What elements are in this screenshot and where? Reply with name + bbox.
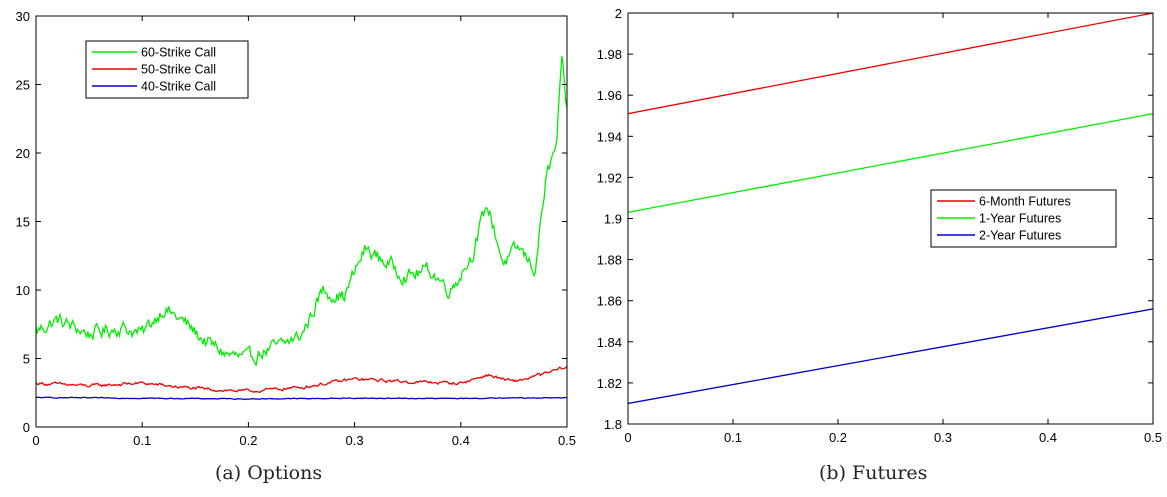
futures-chart: 0 0.1 0.2 0.3 0.4 0.5 1.8 1.82 1.84 1.86 1.88 1.9 1.… xyxy=(583,0,1167,492)
x-tick-label: 0.3 xyxy=(346,433,364,448)
legend: 60-Strike Call 50-Strike Call 40-Strike Ca… xyxy=(85,40,249,99)
y-tick-label: 1.88 xyxy=(597,253,622,268)
y-tick-label: 10 xyxy=(16,283,30,298)
y-tick-label: 1.98 xyxy=(597,47,622,62)
x-tick-label: 0.4 xyxy=(452,433,470,448)
y-tick-label: 1.92 xyxy=(597,170,622,185)
y-tick-label: 5 xyxy=(23,352,30,367)
options-caption: (a) Options xyxy=(215,462,323,484)
legend-label-6-month-futures: 6-Month Futures xyxy=(979,195,1071,209)
legend-box xyxy=(85,40,249,99)
y-tick-label: 1.8 xyxy=(604,417,622,432)
options-chart-svg: 0 0.1 0.2 0.3 0.4 0.5 0 5 10 15 20 25 30 60-Strike Ca… xyxy=(16,9,577,448)
x-tick-label: 0.5 xyxy=(1144,430,1162,445)
y-tick-label: 15 xyxy=(16,215,30,230)
y-tick-label: 25 xyxy=(16,78,30,93)
y-tick-label: 20 xyxy=(16,146,30,161)
x-tick-label: 0 xyxy=(32,433,39,448)
series-line-60-strike-call xyxy=(35,55,568,367)
options-chart: 0 0.1 0.2 0.3 0.4 0.5 0 5 10 15 20 25 30 60-Strike Ca… xyxy=(0,0,580,492)
series-line-40-strike-call xyxy=(35,396,568,401)
legend-label-2-year-futures: 2-Year Futures xyxy=(979,229,1061,243)
series-line-2-year-futures xyxy=(627,308,1154,405)
x-tick-label: 0.1 xyxy=(724,430,742,445)
legend-label-60-strike-call: 60-Strike Call xyxy=(141,46,216,60)
y-tick-label: 2 xyxy=(615,6,622,21)
legend-label-40-strike-call: 40-Strike Call xyxy=(141,80,216,94)
x-tick-label: 0.2 xyxy=(239,433,257,448)
futures-caption: (b) Futures xyxy=(819,462,928,484)
y-tick-label: 1.84 xyxy=(597,335,622,350)
legend: 6-Month Futures 1-Year Futures 2-Year Futu… xyxy=(930,189,1117,248)
series-line-1-year-futures xyxy=(627,113,1154,213)
y-tick-label: 0 xyxy=(23,420,30,435)
series-line-50-strike-call xyxy=(35,365,568,394)
y-tick-label: 30 xyxy=(16,9,30,24)
legend-label-1-year-futures: 1-Year Futures xyxy=(979,212,1061,226)
x-tick-label: 0.4 xyxy=(1039,430,1057,445)
y-tick-label: 1.94 xyxy=(597,129,622,144)
y-tick-label: 1.96 xyxy=(597,88,622,103)
x-tick-label: 0.3 xyxy=(934,430,952,445)
x-tick-label: 0.2 xyxy=(829,430,847,445)
y-tick-label: 1.86 xyxy=(597,294,622,309)
y-tick-label: 1.9 xyxy=(604,212,622,227)
x-tick-label: 0.5 xyxy=(558,433,576,448)
x-tick-label: 0 xyxy=(624,430,631,445)
x-tick-label: 0.1 xyxy=(133,433,151,448)
legend-label-50-strike-call: 50-Strike Call xyxy=(141,63,216,77)
series-line-6-month-futures xyxy=(627,12,1154,115)
futures-chart-svg: 0 0.1 0.2 0.3 0.4 0.5 1.8 1.82 1.84 1.86 1.88 1.9 1.… xyxy=(597,6,1162,445)
y-tick-label: 1.82 xyxy=(597,376,622,391)
